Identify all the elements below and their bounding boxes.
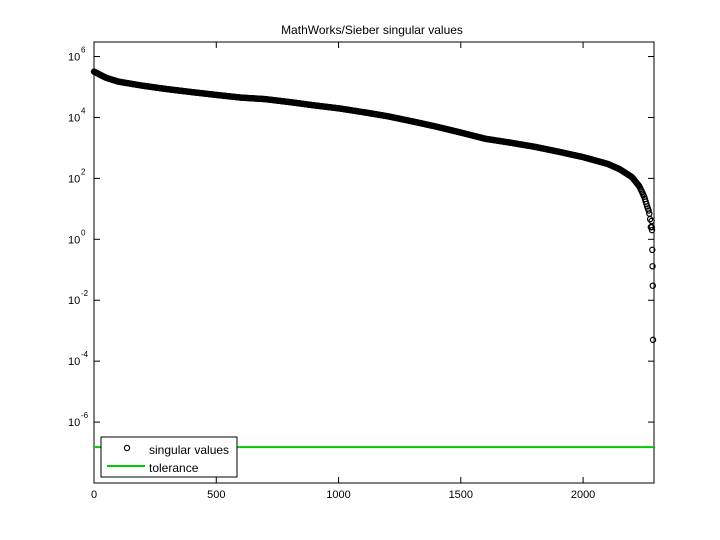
y-tick-label-exponent: -6	[81, 411, 89, 420]
legend-box	[100, 436, 238, 478]
x-tick-label: 1500	[449, 489, 473, 501]
legend: singular values tolerance	[100, 436, 238, 478]
x-tick-label: 0	[91, 489, 97, 501]
y-tick-label: 10	[68, 234, 80, 246]
y-tick-label: 10	[68, 356, 80, 368]
legend-label-tolerance: tolerance	[149, 461, 199, 475]
singular-value-point	[648, 226, 656, 234]
singular-value-point	[646, 210, 653, 217]
x-tick-label: 500	[207, 489, 225, 501]
y-tick-label-exponent: -2	[81, 289, 89, 298]
x-tick-label: 2000	[571, 489, 595, 501]
y-tick-label-exponent: 4	[81, 106, 86, 115]
y-tick-label-exponent: 2	[81, 167, 86, 176]
y-tick-label: 10	[68, 295, 80, 307]
singular-value-point	[649, 246, 656, 254]
singular-value-point	[649, 263, 656, 270]
legend-label-singular-values: singular values	[149, 443, 229, 457]
y-tick-label-exponent: 6	[81, 46, 86, 55]
singular-value-point	[649, 336, 657, 344]
legend-marker-singular-values	[123, 444, 131, 452]
singular-value-point	[649, 282, 656, 289]
y-tick-label: 10	[68, 417, 80, 429]
y-tick-label-exponent: 0	[81, 228, 86, 237]
y-tick-label-exponent: -4	[81, 350, 89, 359]
singular-value-point	[648, 217, 655, 225]
y-tick-label: 10	[68, 173, 80, 185]
x-tick-label: 1000	[326, 489, 350, 501]
y-tick-label: 10	[68, 112, 80, 124]
plot-area-frame	[93, 41, 655, 484]
y-tick-label: 10	[68, 52, 80, 64]
chart-title: MathWorks/Sieber singular values	[281, 23, 463, 37]
singular-value-point	[645, 207, 652, 214]
singular-value-point	[648, 223, 655, 231]
data-layer	[90, 68, 657, 449]
